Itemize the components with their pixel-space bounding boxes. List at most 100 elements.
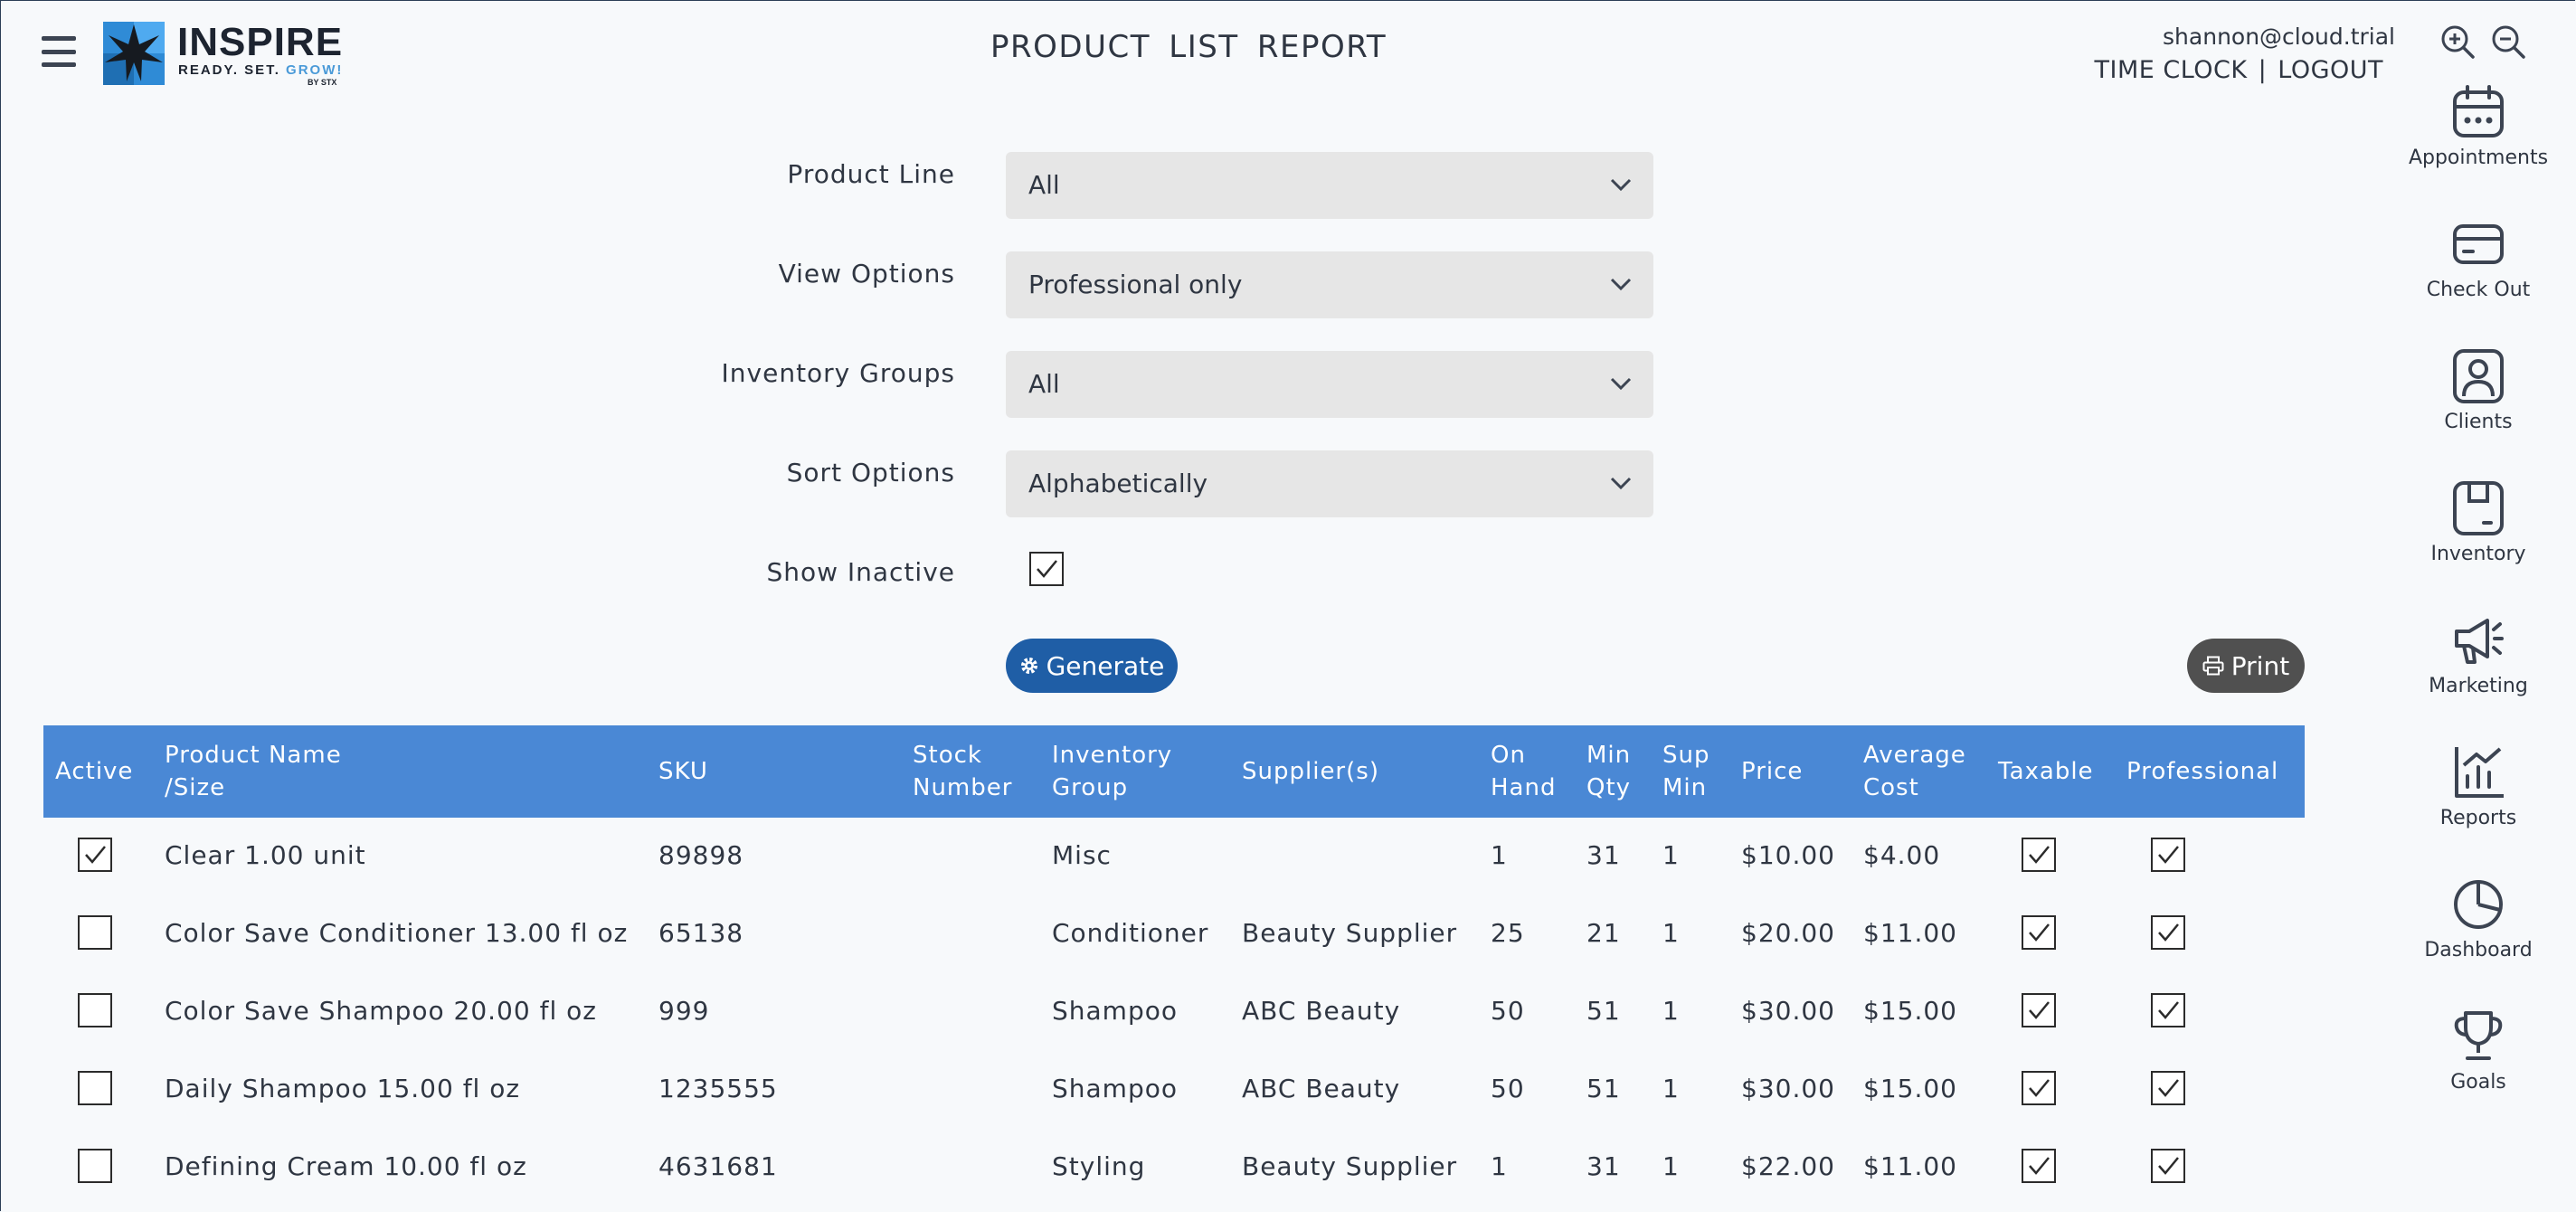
table-row: Clear 1.00 unit 89898 Misc 1 31 1 $10.00 $4.00 <box>43 816 2305 894</box>
logo-tagline: READY. SET. GROW! <box>178 62 344 78</box>
print-label: Print <box>2230 650 2290 681</box>
link-separator: | <box>2258 56 2268 84</box>
zoom-out-icon[interactable] <box>2490 24 2526 60</box>
inspire-logo[interactable]: INSPIRE READY. SET. GROW! BY STX <box>103 20 347 89</box>
active-checkbox[interactable] <box>78 1149 112 1183</box>
active-checkbox[interactable] <box>78 838 112 872</box>
professional-checkbox[interactable] <box>2151 915 2185 950</box>
inventory-groups-select[interactable]: All <box>1006 351 1653 418</box>
cell-price: $10.00 <box>1741 839 1835 870</box>
show-inactive-label: Show Inactive <box>766 557 955 587</box>
col-inventory-group[interactable]: Inventory Group <box>1052 742 1173 801</box>
checkmark-icon <box>2029 1001 2050 1019</box>
cell-sku: 1235555 <box>658 1073 778 1103</box>
col-taxable[interactable]: Taxable <box>1998 758 2094 785</box>
active-checkbox-cell <box>78 971 112 1049</box>
taxable-checkbox[interactable] <box>2022 915 2056 950</box>
sort-options-label: Sort Options <box>786 458 955 488</box>
nav-goals[interactable]: Goals <box>2397 1008 2560 1125</box>
zoom-in-icon[interactable] <box>2439 24 2476 60</box>
nav-marketing[interactable]: Marketing <box>2397 611 2560 729</box>
nav-check-out[interactable]: Check Out <box>2397 215 2560 333</box>
col-product-name[interactable]: Product Name/Size <box>165 742 342 801</box>
cell-inventory-group: Conditioner <box>1052 917 1209 948</box>
checkmark-icon <box>2158 1157 2179 1175</box>
cell-inventory-group: Misc <box>1052 839 1112 870</box>
checkmark-icon <box>2029 1157 2050 1175</box>
col-suppliers[interactable]: Supplier(s) <box>1242 758 1379 785</box>
col-min-qty[interactable]: Min Qty <box>1586 742 1632 801</box>
taxable-checkbox[interactable] <box>2022 1149 2056 1183</box>
col-sku[interactable]: SKU <box>658 758 708 785</box>
logout-link[interactable]: LOGOUT <box>2278 56 2383 84</box>
col-stock-number[interactable]: Stock Number <box>913 742 1013 801</box>
show-inactive-checkbox[interactable] <box>1029 552 1064 586</box>
checkmark-icon <box>2158 846 2179 864</box>
hamburger-menu-icon[interactable] <box>42 36 76 67</box>
time-clock-link[interactable]: TIME CLOCK <box>2094 56 2248 84</box>
cell-min-qty: 31 <box>1586 839 1621 870</box>
cell-supplier: Beauty Supplier <box>1242 917 1458 948</box>
professional-checkbox[interactable] <box>2151 1071 2185 1105</box>
taxable-checkbox-cell <box>2022 1049 2056 1127</box>
col-sup-min[interactable]: Sup Min <box>1662 742 1710 801</box>
taxable-checkbox[interactable] <box>2022 838 2056 872</box>
active-checkbox-cell <box>78 1049 112 1127</box>
professional-checkbox[interactable] <box>2151 838 2185 872</box>
nav-label: Reports <box>2439 807 2517 829</box>
view-options-select[interactable]: Professional only <box>1006 251 1653 318</box>
col-on-hand[interactable]: On Hand <box>1491 742 1557 801</box>
product-line-select[interactable]: All <box>1006 152 1653 219</box>
credit-card-icon <box>2453 224 2504 264</box>
cell-product-name: Color Save Conditioner 13.00 fl oz <box>165 917 629 948</box>
view-options-value: Professional only <box>1028 270 1243 299</box>
professional-checkbox[interactable] <box>2151 993 2185 1027</box>
taxable-checkbox[interactable] <box>2022 1071 2056 1105</box>
professional-checkbox-cell <box>2151 1049 2185 1127</box>
checkmark-icon <box>2029 1079 2050 1097</box>
active-checkbox[interactable] <box>78 915 112 950</box>
checkmark-icon <box>2158 923 2179 942</box>
generate-button[interactable]: Generate <box>1006 639 1178 693</box>
cell-on-hand: 1 <box>1491 1150 1508 1181</box>
active-checkbox[interactable] <box>78 1071 112 1105</box>
product-line-row: Product Line All <box>0 152 1673 219</box>
gear-icon <box>1020 658 1037 674</box>
col-price[interactable]: Price <box>1741 758 1804 785</box>
nav-dashboard[interactable]: Dashboard <box>2397 876 2560 993</box>
sort-options-select[interactable]: Alphabetically <box>1006 450 1653 517</box>
inventory-groups-label: Inventory Groups <box>721 358 955 388</box>
table-row: Daily Shampoo 15.00 fl oz 1235555 Shampoo A… <box>43 1049 2305 1127</box>
cell-price: $22.00 <box>1741 1150 1835 1181</box>
cell-min-qty: 51 <box>1586 1073 1621 1103</box>
nav-label: Marketing <box>2429 675 2528 697</box>
logo-wordmark: INSPIRE <box>177 20 344 64</box>
cell-sup-min: 1 <box>1662 1150 1680 1181</box>
col-average-cost[interactable]: Average Cost <box>1863 742 1966 801</box>
nav-appointments[interactable]: Appointments <box>2397 83 2560 201</box>
cell-on-hand: 1 <box>1491 839 1508 870</box>
cell-supplier: ABC Beauty <box>1242 995 1401 1026</box>
cell-product-name: Clear 1.00 unit <box>165 839 366 870</box>
print-button[interactable]: Print <box>2187 639 2305 693</box>
checkmark-icon <box>1037 560 1057 578</box>
cell-inventory-group: Shampoo <box>1052 995 1178 1026</box>
nav-inventory[interactable]: Inventory <box>2397 479 2560 597</box>
col-professional[interactable]: Professional <box>2126 758 2279 785</box>
taxable-checkbox[interactable] <box>2022 993 2056 1027</box>
professional-checkbox[interactable] <box>2151 1149 2185 1183</box>
nav-clients[interactable]: Clients <box>2397 347 2560 465</box>
logo-by-stx: BY STX <box>308 78 337 87</box>
col-active[interactable]: Active <box>55 758 134 785</box>
person-icon <box>2453 349 2504 403</box>
cell-price: $20.00 <box>1741 917 1835 948</box>
chevron-down-icon <box>1610 278 1632 291</box>
professional-checkbox-cell <box>2151 816 2185 894</box>
printer-icon <box>2202 656 2224 676</box>
active-checkbox[interactable] <box>78 993 112 1027</box>
cell-price: $30.00 <box>1741 995 1835 1026</box>
nav-reports[interactable]: Reports <box>2397 743 2560 861</box>
checkmark-icon <box>85 846 106 864</box>
table-row: Defining Cream 10.00 fl oz 4631681 Styling… <box>43 1127 2305 1205</box>
checkmark-icon <box>2158 1001 2179 1019</box>
